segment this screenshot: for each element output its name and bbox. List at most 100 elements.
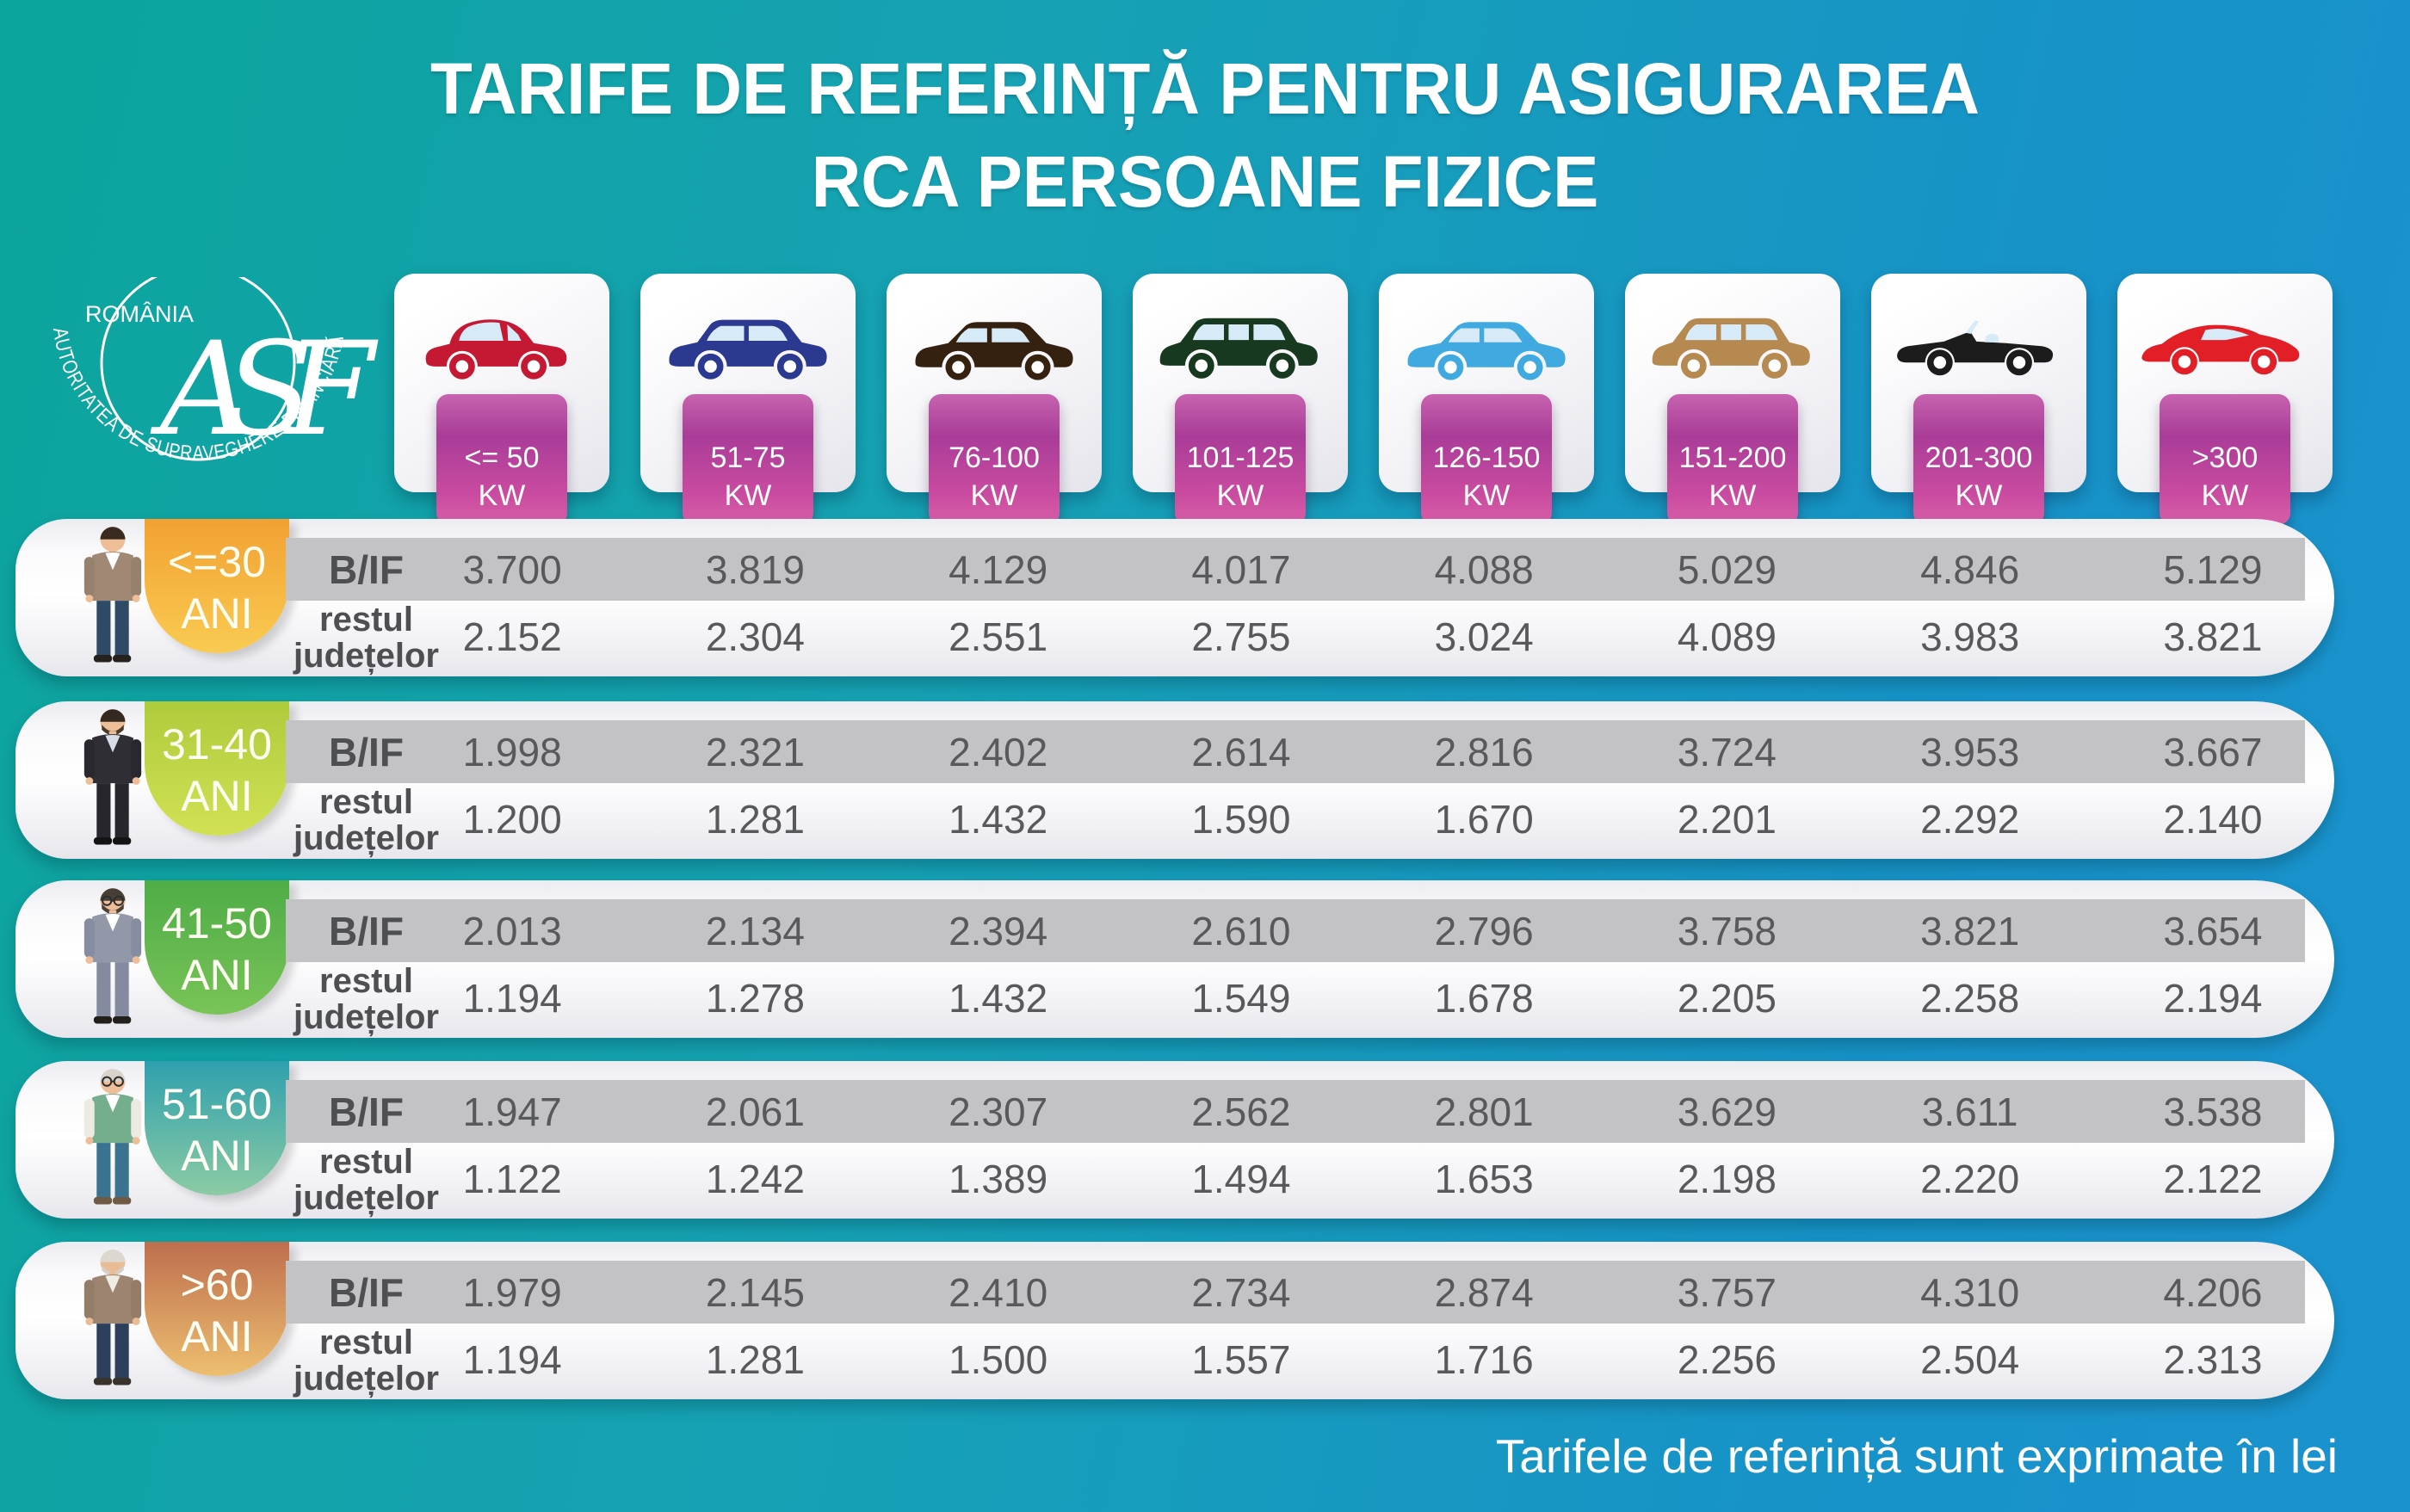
tariff-value: 2.504	[1920, 1337, 2020, 1382]
tariff-value: 1.122	[462, 1157, 562, 1201]
tariff-value: 1.979	[462, 1269, 562, 1315]
page-title-line1: TARIFE DE REFERINȚĂ PENTRU ASIGURAREA	[430, 48, 1980, 129]
tariff-value: 1.278	[705, 976, 805, 1021]
tariff-values-bif: 1.947 2.061 2.307 2.562 2.801 3.629 3.611 3.538	[391, 1080, 2334, 1143]
tariff-value: 1.590	[1191, 797, 1291, 842]
vehicle-card-3: 76-100 KW	[887, 274, 1102, 525]
tariff-value: 2.734	[1191, 1269, 1291, 1315]
tariff-values-rest: 1.194 1.281 1.500 1.557 1.716 2.256 2.504 2.313	[391, 1328, 2334, 1392]
tariff-value: 2.013	[462, 908, 562, 953]
tariff-value: 3.819	[705, 546, 805, 592]
kw-range-value: 126-150	[1432, 441, 1541, 474]
kw-range-value: 101-125	[1186, 441, 1295, 474]
region-label-bif: B/IF	[329, 908, 404, 953]
region-label-rest: restul județelor	[274, 601, 459, 674]
kw-unit-label: KW	[970, 478, 1018, 512]
tariff-value: 1.281	[705, 1337, 805, 1382]
region-label-rest: restul județelor	[274, 963, 459, 1036]
tariff-value: 2.304	[705, 614, 805, 659]
kw-range-value: 151-200	[1678, 441, 1787, 474]
tariff-value: 2.610	[1191, 908, 1291, 953]
tariff-value: 2.321	[705, 729, 805, 775]
tariff-values-bif: 1.979 2.145 2.410 2.734 2.874 3.757 4.310 4.206	[391, 1261, 2334, 1324]
kw-range-value: >300	[2191, 441, 2259, 474]
tariff-value: 1.678	[1434, 976, 1534, 1021]
tariff-value: 1.242	[705, 1157, 805, 1201]
tariff-value: 1.557	[1191, 1337, 1291, 1382]
age-unit-label: ANI	[181, 951, 253, 999]
vehicle-header-row: <= 50 KW 51-75 KW 76-100 KW 101-125 KW 126-150 KW…	[394, 274, 2333, 525]
kw-range-badge: 201-300 KW	[1913, 394, 2044, 525]
kw-range-badge: 126-150 KW	[1421, 394, 1552, 525]
tariff-values-bif: 3.700 3.819 4.129 4.017 4.088 5.029 4.846 5.129	[391, 538, 2334, 601]
tariff-value: 5.029	[1677, 546, 1777, 592]
age-range-value: 51-60	[162, 1080, 272, 1128]
car-sedan-brown-icon	[905, 308, 1084, 386]
vehicle-card-4: 101-125 KW	[1133, 274, 1348, 525]
vehicle-card-5: 126-150 KW	[1379, 274, 1594, 525]
age-group-badge: <=30 ANI	[145, 519, 289, 653]
kw-range-value: <= 50	[464, 441, 540, 474]
age-row-4: 51-60 ANI B/IF restul județelor 1.947 2.061 2.3…	[15, 1061, 2334, 1219]
vehicle-card-7: 201-300 KW	[1871, 274, 2086, 525]
tariff-values-bif: 2.013 2.134 2.394 2.610 2.796 3.758 3.821 3.654	[391, 899, 2334, 962]
age-unit-label: ANI	[181, 1132, 253, 1180]
kw-range-badge: 76-100 KW	[929, 394, 1060, 525]
region-label-rest-line1: restul	[319, 601, 413, 639]
tariff-value: 2.205	[1677, 976, 1777, 1021]
region-label-rest-line1: restul	[319, 783, 413, 821]
car-city-hatchback-icon	[412, 308, 591, 386]
kw-unit-label: KW	[724, 478, 772, 512]
tariff-value: 2.410	[949, 1269, 1048, 1315]
region-label-rest: restul județelor	[274, 783, 459, 856]
kw-range-badge: <= 50 KW	[436, 394, 567, 525]
kw-range-badge: 51-75 KW	[683, 394, 813, 525]
tariff-value: 3.983	[1920, 614, 2020, 659]
tariff-value: 2.816	[1434, 729, 1534, 775]
person-over-60-icon	[60, 1246, 165, 1392]
tariff-value: 1.281	[705, 797, 805, 842]
tariff-value: 2.394	[949, 908, 1048, 953]
bif-row-band	[286, 1261, 2305, 1324]
region-label-bif: B/IF	[329, 1269, 404, 1315]
tariff-value: 3.700	[462, 546, 562, 592]
tariff-value: 2.796	[1434, 908, 1534, 953]
region-label-rest-line2: județelor	[294, 998, 439, 1036]
asf-logo: ROMÂNIA ASF AUTORITATEA DE SUPRAVEGHERE …	[41, 265, 407, 535]
age-unit-label: ANI	[181, 589, 253, 638]
region-label-rest: restul județelor	[274, 1324, 459, 1397]
tariff-value: 3.629	[1677, 1089, 1777, 1134]
tariff-value: 3.821	[1920, 908, 2020, 953]
tariff-value: 1.947	[462, 1089, 562, 1134]
tariff-value: 1.389	[949, 1157, 1048, 1201]
tariff-value: 3.758	[1677, 908, 1777, 953]
tariff-value: 1.549	[1191, 976, 1291, 1021]
tariff-value: 3.724	[1677, 729, 1777, 775]
kw-unit-label: KW	[478, 478, 526, 512]
region-label-rest-line1: restul	[319, 1324, 413, 1361]
tariff-value: 2.551	[949, 614, 1048, 659]
age-group-badge: 41-50 ANI	[145, 880, 289, 1015]
vehicle-card-2: 51-75 KW	[640, 274, 856, 525]
age-row-2: 31-40 ANI B/IF restul județelor 1.998 2.321 2.4…	[15, 701, 2334, 859]
car-sports-icon	[2135, 308, 2314, 386]
tariff-value: 3.953	[1920, 729, 2020, 775]
person-41-50-icon	[60, 885, 165, 1031]
tariff-values-rest: 2.152 2.304 2.551 2.755 3.024 4.089 3.983 3.821	[391, 605, 2334, 669]
bif-row-band	[286, 720, 2305, 783]
tariff-value: 5.129	[2163, 546, 2263, 592]
car-convertible-icon	[1889, 308, 2068, 386]
tariff-value: 2.292	[1920, 797, 2020, 842]
tariff-value: 4.017	[1191, 546, 1291, 592]
kw-unit-label: KW	[1216, 478, 1264, 512]
kw-unit-label: KW	[1462, 478, 1511, 512]
kw-unit-label: KW	[1709, 478, 1757, 512]
tariff-value: 1.432	[949, 797, 1048, 842]
region-label-bif: B/IF	[329, 729, 404, 775]
kw-range-value: 201-300	[1925, 441, 2033, 474]
tariff-value: 3.654	[2163, 908, 2263, 953]
tariff-value: 4.310	[1920, 1269, 2020, 1315]
page-title-line2: RCA PERSOANE FIZICE	[811, 140, 1599, 222]
page-title: TARIFE DE REFERINȚĂ PENTRU ASIGURAREA RC…	[60, 43, 2350, 228]
age-group-badge: 51-60 ANI	[145, 1061, 289, 1195]
